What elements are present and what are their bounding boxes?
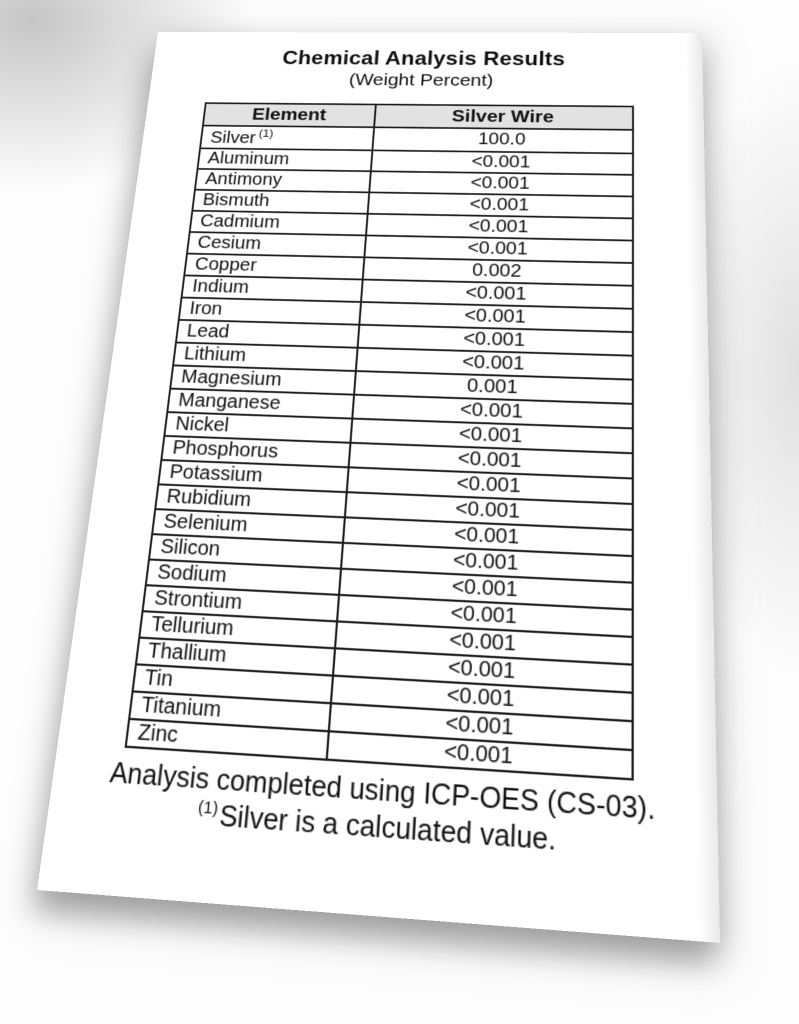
column-header-element: Element [202,103,376,128]
element-name: Lead [185,320,231,342]
analysis-table: Element Silver Wire Silver (1) 100.0 Alumin… [125,102,634,780]
element-cell: Aluminum [197,148,373,171]
element-name: Antimony [204,169,283,190]
element-name: Aluminum [206,148,291,169]
element-name: Indium [191,276,251,298]
paper-sheet: Chemical Analysis Results (Weight Percen… [37,32,721,944]
element-name: Selenium [162,510,249,537]
footnote-marker: (1) [197,797,219,820]
page-subtitle: (Weight Percent) [348,70,494,90]
element-name: Manganese [177,389,282,414]
table-body: Silver (1) 100.0 Aluminum <0.001 Antimony <0.0… [125,125,634,779]
element-name: Cesium [196,232,262,254]
element-name: Thallium [146,638,228,667]
element-name: Strontium [153,586,244,614]
column-header-silver-wire: Silver Wire [374,104,634,130]
element-name: Rubidium [165,485,253,511]
element-name: Bismuth [201,190,271,211]
element-name: Cadmium [199,211,281,232]
element-name: Phosphorus [171,436,280,463]
element-name: Sodium [156,560,228,587]
element-name: Magnesium [180,366,283,391]
element-name: Silver [209,128,257,148]
page-title: Chemical Analysis Results [281,47,566,71]
element-cell: Antimony [194,168,371,193]
element-name: Copper [193,254,258,275]
element-name: Iron [188,298,224,319]
element-cell: Bismuth [192,189,370,214]
element-name: Zinc [136,720,180,748]
element-name: Silicon [159,535,222,561]
element-name: Tin [143,665,175,692]
element-cell: Silver (1) [200,125,375,151]
element-name: Lithium [182,343,248,366]
element-name: Titanium [139,692,223,722]
value-cell: 100.0 [372,127,634,154]
element-name: Tellurium [149,612,235,641]
element-name: Potassium [168,460,264,487]
element-name: Nickel [174,413,230,436]
footnote-reference: (1) [258,126,275,140]
